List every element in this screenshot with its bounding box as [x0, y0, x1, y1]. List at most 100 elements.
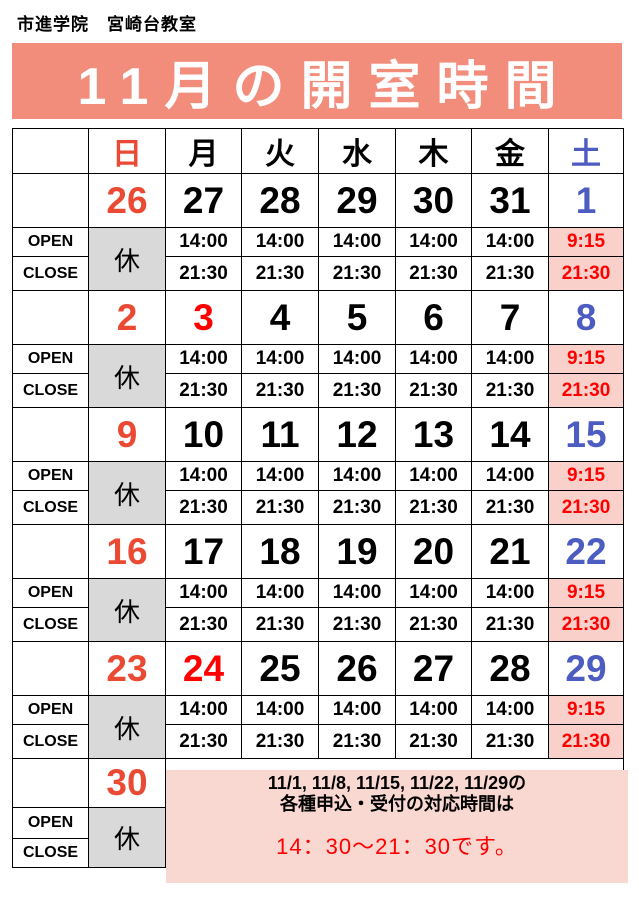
close-label: CLOSE: [12, 490, 89, 525]
time-cell: 21:30: [165, 490, 242, 525]
closed-cell: 休: [88, 461, 166, 525]
time-cell: 21:30: [241, 256, 319, 291]
time-cell: 14:00: [471, 344, 549, 374]
spacer-cell: [12, 173, 89, 228]
saturday-time-cell: 21:30: [548, 373, 624, 408]
day-header-thu: 木: [395, 128, 472, 174]
time-cell: 14:00: [471, 461, 549, 491]
close-label: CLOSE: [12, 256, 89, 291]
saturday-time-cell: 21:30: [548, 607, 624, 642]
date-cell: 11: [241, 407, 319, 462]
close-label: CLOSE: [12, 838, 89, 868]
close-row: CLOSE 21:30 21:30 21:30 21:30 21:30 21:3…: [12, 373, 624, 408]
date-cell-holiday: 3: [165, 290, 242, 345]
date-cell: 7: [471, 290, 549, 345]
date-cell: 30: [88, 758, 166, 808]
date-cell: 18: [241, 524, 319, 579]
date-cell-holiday: 24: [165, 641, 242, 696]
time-cell: 14:00: [395, 461, 472, 491]
time-cell: 14:00: [318, 695, 396, 725]
date-cell: 14: [471, 407, 549, 462]
date-cell: 13: [395, 407, 472, 462]
time-cell: 21:30: [395, 256, 472, 291]
time-cell: 14:00: [165, 227, 242, 257]
date-row: 9 10 11 12 13 14 15: [12, 407, 624, 462]
date-cell: 10: [165, 407, 242, 462]
time-cell: 14:00: [318, 578, 396, 608]
time-cell: 21:30: [165, 607, 242, 642]
close-label: CLOSE: [12, 724, 89, 759]
open-label: OPEN: [12, 807, 89, 839]
time-cell: 21:30: [318, 373, 396, 408]
open-row: OPEN 休 14:00 14:00 14:00 14:00 14:00 9:1…: [12, 695, 624, 759]
time-cell: 14:00: [395, 227, 472, 257]
time-cell: 14:00: [165, 695, 242, 725]
open-row: OPEN 休 14:00 14:00 14:00 14:00 14:00 9:1…: [12, 227, 624, 291]
saturday-time-cell: 21:30: [548, 256, 624, 291]
date-row: 16 17 18 19 20 21 22: [12, 524, 624, 579]
note-box: 11/1, 11/8, 11/15, 11/22, 11/29の 各種申込・受付…: [166, 770, 628, 883]
time-cell: 14:00: [165, 461, 242, 491]
time-cell: 21:30: [318, 724, 396, 759]
date-cell: 15: [548, 407, 624, 462]
time-cell: 21:30: [318, 607, 396, 642]
date-cell: 5: [318, 290, 396, 345]
schedule-table: 日 月 火 水 木 金 土 26 27 28 29 30 31 1 OPEN 休…: [12, 128, 624, 868]
saturday-time-cell: 9:15: [548, 227, 624, 257]
date-cell: 26: [88, 173, 166, 228]
date-cell: 29: [318, 173, 396, 228]
time-cell: 21:30: [471, 256, 549, 291]
time-cell: 14:00: [165, 578, 242, 608]
note-line-1: 11/1, 11/8, 11/15, 11/22, 11/29の: [267, 773, 527, 793]
date-cell: 28: [471, 641, 549, 696]
time-cell: 21:30: [165, 373, 242, 408]
time-cell: 14:00: [471, 695, 549, 725]
date-cell: 27: [165, 173, 242, 228]
time-cell: 14:00: [318, 461, 396, 491]
open-label: OPEN: [12, 578, 89, 608]
date-cell: 16: [88, 524, 166, 579]
time-cell: 21:30: [165, 256, 242, 291]
close-label: CLOSE: [12, 373, 89, 408]
date-cell: 8: [548, 290, 624, 345]
time-cell: 14:00: [471, 578, 549, 608]
open-label: OPEN: [12, 227, 89, 257]
open-label: OPEN: [12, 461, 89, 491]
open-row: OPEN 休 14:00 14:00 14:00 14:00 14:00 9:1…: [12, 578, 624, 642]
date-cell: 26: [318, 641, 396, 696]
date-cell: 12: [318, 407, 396, 462]
open-row: OPEN 休 14:00 14:00 14:00 14:00 14:00 9:1…: [12, 461, 624, 525]
page-title: 11月の開室時間: [77, 57, 573, 116]
closed-cell: 休: [88, 227, 166, 291]
note-line-3: 14：30～21：30です。: [276, 834, 518, 859]
time-cell: 21:30: [241, 490, 319, 525]
time-cell: 14:00: [241, 578, 319, 608]
date-cell: 4: [241, 290, 319, 345]
time-cell: 21:30: [395, 373, 472, 408]
corner-cell: [12, 128, 89, 174]
time-cell: 21:30: [395, 607, 472, 642]
date-cell: 25: [241, 641, 319, 696]
closed-cell: 休: [88, 344, 166, 408]
time-cell: 21:30: [395, 724, 472, 759]
time-cell: 14:00: [471, 227, 549, 257]
open-label: OPEN: [12, 695, 89, 725]
close-row: CLOSE 21:30 21:30 21:30 21:30 21:30 21:3…: [12, 724, 624, 759]
date-cell: 30: [395, 173, 472, 228]
org-title: 市進学院 宮崎台教室: [17, 15, 197, 34]
date-cell: 27: [395, 641, 472, 696]
date-cell: 21: [471, 524, 549, 579]
time-cell: 14:00: [395, 344, 472, 374]
close-label: CLOSE: [12, 607, 89, 642]
saturday-time-cell: 21:30: [548, 490, 624, 525]
date-cell: 23: [88, 641, 166, 696]
open-row: OPEN 休 14:00 14:00 14:00 14:00 14:00 9:1…: [12, 344, 624, 408]
spacer-cell: [12, 758, 89, 808]
date-cell: 28: [241, 173, 319, 228]
day-header-wed: 水: [318, 128, 396, 174]
date-cell: 20: [395, 524, 472, 579]
date-cell: 29: [548, 641, 624, 696]
time-cell: 21:30: [395, 490, 472, 525]
spacer-cell: [12, 524, 89, 579]
closed-cell: 休: [88, 807, 166, 868]
